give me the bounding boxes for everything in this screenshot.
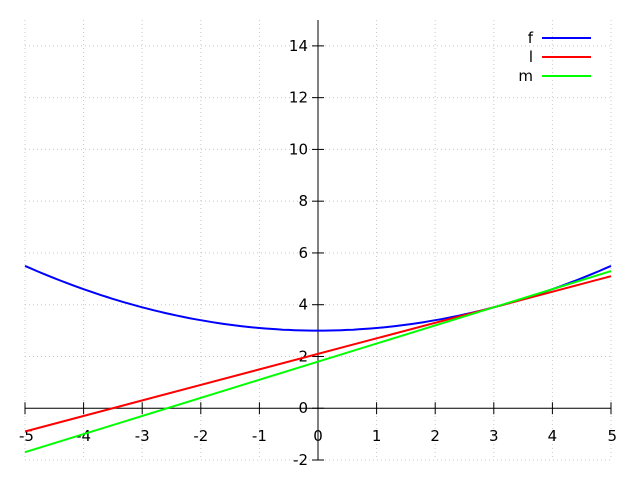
y-tick-label: 0 xyxy=(298,399,308,417)
x-tick-label: 4 xyxy=(548,427,558,445)
x-tick-label: 2 xyxy=(430,427,440,445)
y-tick-label: 2 xyxy=(298,347,308,365)
legend-label-m: m xyxy=(518,67,533,85)
y-tick-label: 10 xyxy=(289,140,308,158)
x-tick-label: -5 xyxy=(19,427,34,445)
series-line-m xyxy=(24,270,612,454)
x-tick-label: 5 xyxy=(607,427,617,445)
y-tick-label: 4 xyxy=(298,296,308,314)
y-tick-label: 14 xyxy=(289,37,308,55)
x-tick-label: 3 xyxy=(489,427,499,445)
y-tick-label: -2 xyxy=(293,451,308,469)
x-tick-label: -4 xyxy=(76,427,91,445)
x-tick-label: 0 xyxy=(313,427,323,445)
legend-label-f: f xyxy=(528,29,534,47)
series-layer xyxy=(24,264,612,454)
legend-label-l: l xyxy=(529,48,533,66)
x-tick-label: -2 xyxy=(193,427,208,445)
x-tick-label: -3 xyxy=(135,427,150,445)
x-tick-label: 1 xyxy=(372,427,382,445)
y-tick-label: 12 xyxy=(289,89,308,107)
legend: flm xyxy=(518,29,591,85)
x-tick-label: -1 xyxy=(252,427,267,445)
y-tick-label: 6 xyxy=(298,244,308,262)
y-tick-label: 8 xyxy=(298,192,308,210)
